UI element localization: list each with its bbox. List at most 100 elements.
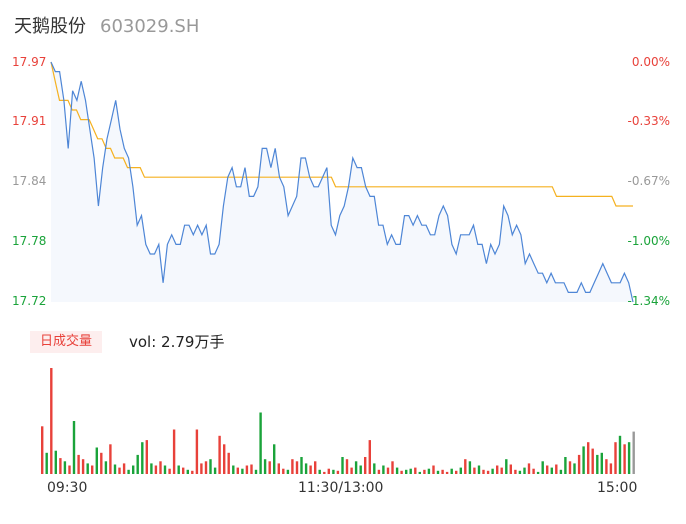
volume-bar <box>632 431 635 474</box>
volume-bar <box>386 467 390 474</box>
volume-bar <box>213 467 217 474</box>
price-tick-label: 17.97 <box>12 55 47 69</box>
volume-bar <box>236 467 239 474</box>
volume-bar <box>618 435 622 474</box>
volume-bar <box>455 470 458 474</box>
time-tick-label: 15:00 <box>597 480 638 496</box>
stock-code: 603029.SH <box>100 16 200 37</box>
time-tick-label: 09:30 <box>47 480 88 496</box>
volume-bar <box>45 452 48 474</box>
volume-bar <box>627 442 631 474</box>
volume-bar <box>250 464 253 474</box>
price-tick-label: 17.84 <box>12 174 47 188</box>
volume-bar <box>72 421 76 474</box>
volume-bar <box>209 459 212 474</box>
volume-bar <box>336 470 340 474</box>
volume-bar <box>550 467 553 474</box>
volume-bar <box>596 454 599 474</box>
volume-bar <box>150 463 153 474</box>
volume-bar <box>496 465 499 474</box>
price-line <box>50 61 634 303</box>
percent-tick-label: 0.00% <box>631 55 670 69</box>
volume-bar <box>154 465 158 474</box>
volume-bar <box>159 461 162 474</box>
volume-bar <box>113 464 117 474</box>
volume-bar <box>300 457 303 474</box>
percent-tick-label: -1.34% <box>627 294 670 308</box>
volume-bar <box>445 471 449 474</box>
volume-bar <box>377 469 381 474</box>
volume-bar <box>91 465 94 474</box>
volume-bar <box>186 469 189 474</box>
volume-bar <box>523 467 526 474</box>
percent-tick-label: -0.33% <box>627 114 670 128</box>
volume-bar <box>204 461 208 474</box>
volume-bar <box>436 470 440 474</box>
volume-bar <box>268 461 271 474</box>
volume-bar <box>395 467 399 474</box>
volume-bar <box>127 469 130 474</box>
volume-bar <box>400 470 403 474</box>
volume-bar <box>68 465 71 474</box>
volume-bar <box>145 440 148 474</box>
volume-bar <box>514 469 517 474</box>
volume-bar <box>341 457 344 474</box>
volume-bar <box>291 459 294 474</box>
volume-bar <box>50 368 53 474</box>
volume-bar <box>241 468 244 474</box>
volume-bar <box>172 429 176 474</box>
volume-bar <box>464 459 467 474</box>
volume-bar <box>509 464 512 474</box>
average-price-line <box>50 61 633 207</box>
volume-bar <box>132 465 135 474</box>
volume-bar <box>609 463 613 474</box>
volume-bar <box>327 468 330 474</box>
volume-bar <box>591 448 594 474</box>
volume-bar <box>54 450 57 474</box>
volume-bar <box>227 452 230 474</box>
volume-bar <box>200 463 203 474</box>
volume-bar <box>573 463 576 474</box>
volume-bar <box>368 440 371 474</box>
volume-bar <box>541 461 544 474</box>
volume-bar <box>409 468 412 474</box>
volume-bar <box>391 461 394 474</box>
volume-bar <box>218 435 221 474</box>
volume-bar <box>600 452 603 474</box>
volume-bar <box>450 468 453 474</box>
volume-bar <box>345 459 349 474</box>
volume-bar <box>505 459 508 474</box>
volume-bar <box>382 465 385 474</box>
volume-bar <box>536 471 540 474</box>
volume-bar <box>500 467 503 474</box>
volume-bar <box>86 463 89 474</box>
volume-bar <box>295 461 299 474</box>
volume-bar <box>314 461 317 474</box>
volume-bar <box>41 426 44 474</box>
volume-bar <box>136 454 139 474</box>
volume-bar <box>318 469 321 474</box>
volume-bar <box>354 461 358 474</box>
volume-bar <box>582 446 585 474</box>
volume-bar <box>486 470 490 474</box>
volume-bar <box>223 444 226 474</box>
volume-bar <box>432 465 435 474</box>
volume-bar <box>263 459 267 474</box>
volume-bar <box>459 467 462 474</box>
volume-bar <box>373 463 376 474</box>
volume-bar <box>163 465 167 474</box>
volume-bar <box>63 461 67 474</box>
volume-bar <box>527 463 531 474</box>
volume-bar <box>273 444 276 474</box>
volume-bar <box>614 442 617 474</box>
volume-bar <box>191 470 194 474</box>
volume-bar <box>441 469 444 474</box>
volume-tag[interactable]: 日成交量 <box>30 331 103 353</box>
volume-bar <box>182 467 185 474</box>
percent-tick-label: -0.67% <box>627 174 670 188</box>
volume-bar <box>564 457 567 474</box>
volume-bar <box>546 465 549 474</box>
volume-bar <box>141 442 144 474</box>
volume-bar <box>477 465 481 474</box>
